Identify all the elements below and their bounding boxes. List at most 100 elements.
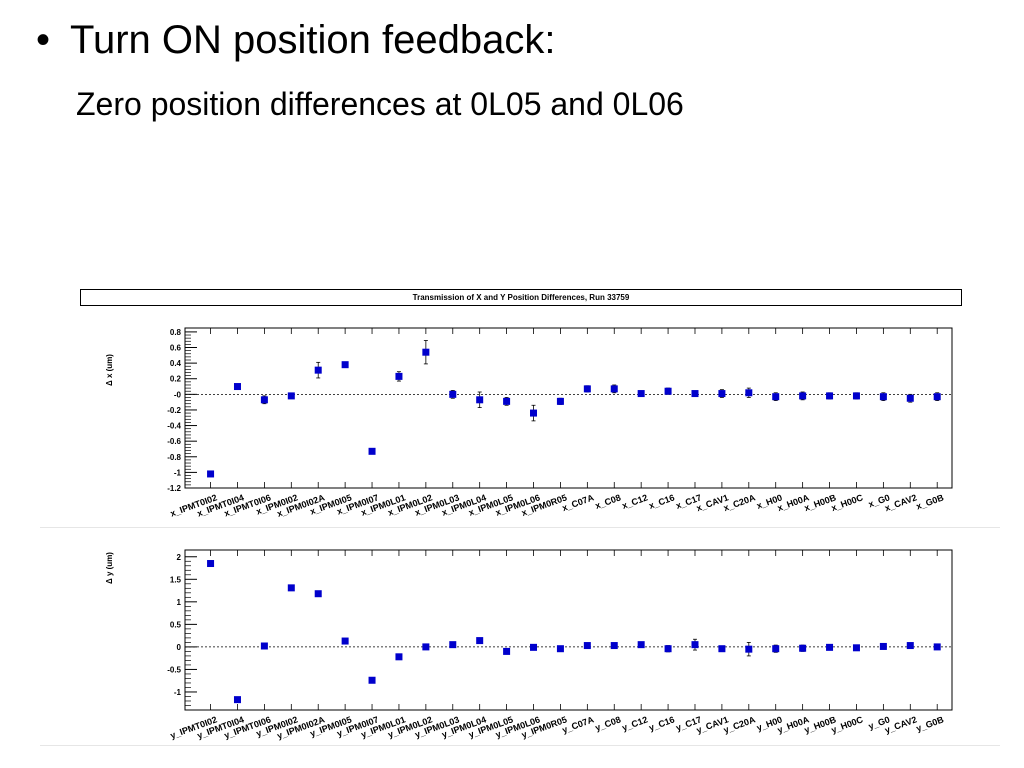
data-point [772, 645, 780, 653]
slide-subheading: Zero position differences at 0L05 and 0L… [76, 86, 684, 122]
data-point [610, 642, 618, 650]
chart-title: Transmission of X and Y Position Differe… [80, 289, 962, 306]
data-point [449, 641, 457, 649]
data-point [745, 645, 753, 653]
y-tick-label: 1 [177, 598, 182, 607]
y-tick-label: -0.8 [167, 453, 181, 462]
data-point [530, 643, 538, 651]
data-point [449, 390, 457, 398]
y-tick-label: 0 [177, 643, 182, 652]
x-tick-label: y_G0B [915, 714, 946, 733]
x-tick-label: x_C16 [648, 492, 676, 510]
data-point [691, 641, 699, 649]
data-point [422, 643, 430, 651]
x-tick-label: y_C16 [648, 714, 676, 732]
data-point [933, 643, 941, 651]
data-point [637, 390, 645, 398]
y-tick-label: 0.8 [170, 328, 182, 337]
x-tick-label: y_C08 [594, 714, 622, 732]
data-point [341, 361, 349, 369]
y-tick-label: -0.5 [167, 665, 181, 674]
x-tick-label: x_H00C [830, 492, 865, 513]
data-point [718, 645, 726, 653]
data-point [395, 653, 403, 661]
data-point [260, 396, 268, 404]
data-point [476, 637, 484, 645]
y-tick-label: -0.4 [167, 422, 181, 431]
x-tick-label: x_C07A [561, 492, 596, 513]
plot-frame [184, 327, 953, 489]
y-tick-label: -1.2 [167, 484, 181, 493]
plot-frame [184, 549, 953, 711]
data-point [718, 390, 726, 398]
data-point [852, 644, 860, 652]
data-point [879, 393, 887, 401]
data-point [207, 470, 215, 478]
plot-separator [40, 527, 1000, 528]
bullet-glyph: • [36, 18, 51, 62]
data-point [287, 584, 295, 592]
data-point [395, 372, 403, 380]
y-tick-label: -0 [174, 390, 182, 399]
data-point [745, 389, 753, 397]
x-tick-label: x_C12 [621, 492, 649, 510]
slide-heading: Turn ON position feedback: [70, 18, 556, 62]
y-tick-label: -0.6 [167, 437, 181, 446]
data-point [664, 387, 672, 395]
data-point [341, 637, 349, 645]
data-point [637, 641, 645, 649]
data-point [556, 645, 564, 653]
data-point [368, 447, 376, 455]
x-tick-label: x_C08 [594, 492, 622, 510]
data-point [826, 643, 834, 651]
data-point [233, 383, 241, 391]
x-tick-label: x_G0B [915, 492, 946, 511]
y-tick-label: -0.2 [167, 406, 181, 415]
data-point [503, 397, 511, 405]
y-tick-label: 0.4 [170, 359, 182, 368]
y-tick-label: 0.6 [170, 344, 182, 353]
y-tick-label: 0.2 [170, 375, 182, 384]
data-point [287, 392, 295, 400]
data-point [664, 645, 672, 653]
data-point [583, 385, 591, 393]
bottom-rule [40, 745, 1000, 746]
data-point [556, 397, 564, 405]
data-point [879, 642, 887, 650]
data-point [207, 560, 215, 568]
y-axis-label: Δ y (um) [105, 552, 114, 584]
bullet-row: • Turn ON position feedback: [36, 18, 555, 63]
data-point [260, 642, 268, 650]
x-tick-label: x_C20A [722, 492, 757, 513]
y-tick-label: -1 [174, 468, 182, 477]
data-point [610, 385, 618, 393]
delta-y-plot: Δ y (um) 21.510.50-0.5-1y_IPMT0I02y_IPMT0… [105, 549, 953, 741]
delta-x-plot: Δ x (um) 0.8 0.6 0.4 0.2 -0 -0.2 -0.4 -0.6 -0.8 -1… [105, 327, 953, 519]
data-point [933, 393, 941, 401]
data-point [691, 390, 699, 398]
data-point [799, 644, 807, 652]
y-tick-label: -1 [174, 688, 182, 697]
data-point [583, 642, 591, 650]
y-tick-label: 1.5 [170, 575, 182, 584]
data-point [314, 590, 322, 598]
data-point [852, 392, 860, 400]
data-point [368, 676, 376, 684]
x-tick-label: y_C20A [722, 714, 757, 735]
y-tick-label: 0.5 [170, 620, 182, 629]
data-point [772, 393, 780, 401]
x-tick-label: y_C12 [621, 714, 649, 732]
data-point [503, 647, 511, 655]
data-point [233, 696, 241, 704]
data-point [422, 348, 430, 356]
y-tick-label: 2 [177, 553, 182, 562]
x-tick-label: y_H00C [830, 714, 865, 735]
data-point [826, 392, 834, 400]
x-tick-label: y_C07A [561, 714, 596, 735]
data-point [476, 396, 484, 404]
data-point [799, 392, 807, 400]
data-point [906, 642, 914, 650]
data-point [314, 366, 322, 374]
y-axis-label: Δ x (um) [105, 354, 114, 386]
data-point [906, 394, 914, 402]
